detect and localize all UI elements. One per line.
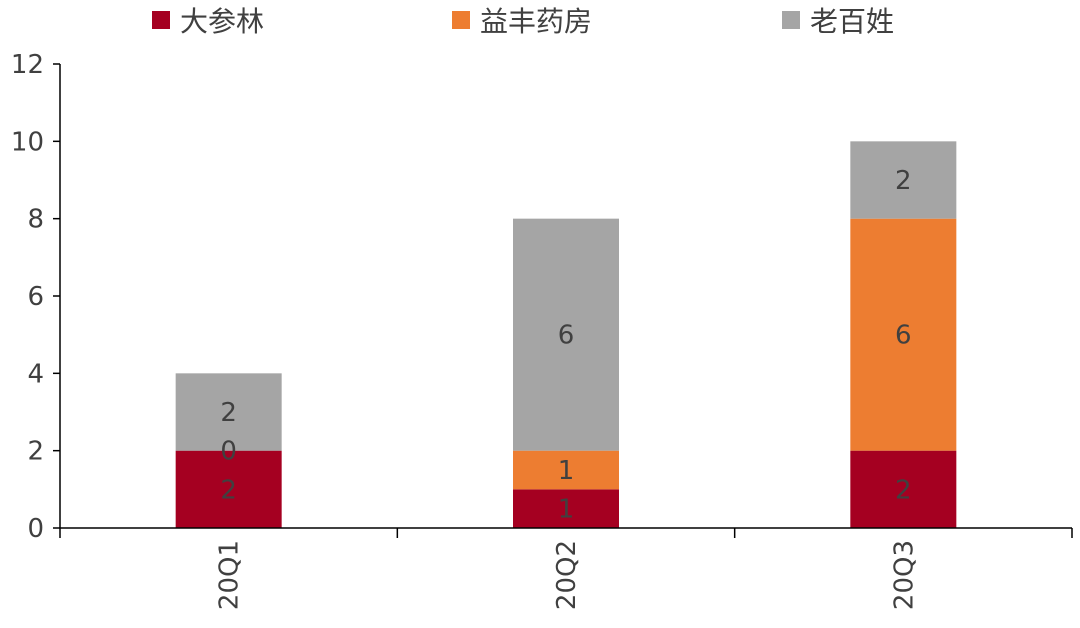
y-tick-label: 6	[27, 282, 44, 312]
bar-segment-20Q2-series-1	[513, 450, 619, 490]
y-tick-label: 12	[11, 50, 44, 80]
data-label-20Q1-series-1: 0	[220, 437, 237, 467]
x-category-label: 20Q3	[889, 540, 919, 610]
data-label-20Q3-series-1: 6	[895, 321, 912, 351]
data-label-20Q3-series-2: 2	[895, 166, 912, 196]
bars	[175, 141, 957, 528]
bar-segment-20Q1-series-0	[175, 450, 282, 528]
data-label-20Q2-series-0: 1	[558, 495, 575, 525]
y-tick-label: 8	[27, 205, 44, 235]
legend-label: 益丰药房	[480, 5, 592, 38]
legend-swatch	[152, 11, 170, 29]
data-labels: 2 0 2 1 1 6 2 6 2	[220, 166, 911, 525]
legend: 大参林 益丰药房 老百姓	[152, 5, 894, 38]
y-tick-label: 0	[27, 514, 44, 544]
legend-label: 老百姓	[810, 5, 894, 38]
bar-segment-20Q1-series-2	[175, 373, 282, 451]
x-axis-ticks: 20Q1 20Q2 20Q3	[59, 528, 1073, 610]
bar-segment-20Q3-series-0	[850, 450, 957, 528]
y-tick-label: 4	[27, 359, 44, 389]
data-label-20Q1-series-2: 2	[220, 398, 237, 428]
y-axis-ticks: 0 2 4 6 8 10 12	[11, 50, 60, 544]
x-category-label: 20Q1	[215, 540, 245, 610]
bar-segment-20Q2-series-2	[513, 218, 619, 451]
y-tick-label: 2	[27, 437, 44, 467]
bar-segment-20Q3-series-1	[850, 218, 957, 451]
y-tick-label: 10	[11, 127, 44, 157]
legend-label: 大参林	[180, 5, 264, 38]
data-label-20Q3-series-0: 2	[895, 475, 912, 505]
bar-segment-20Q3-series-2	[850, 141, 957, 219]
legend-swatch	[452, 11, 470, 29]
plot-area: 2 0 2 1 1 6 2 6 2 0 2 4 6 8 10 12 20Q1 20Q2 20Q3	[11, 50, 1073, 610]
data-label-20Q2-series-1: 1	[558, 456, 575, 486]
bar-segment-20Q2-series-0	[513, 489, 619, 528]
x-category-label: 20Q2	[552, 540, 582, 610]
legend-swatch	[782, 11, 800, 29]
data-label-20Q2-series-2: 6	[558, 321, 575, 351]
data-label-20Q1-series-0: 2	[220, 475, 237, 505]
